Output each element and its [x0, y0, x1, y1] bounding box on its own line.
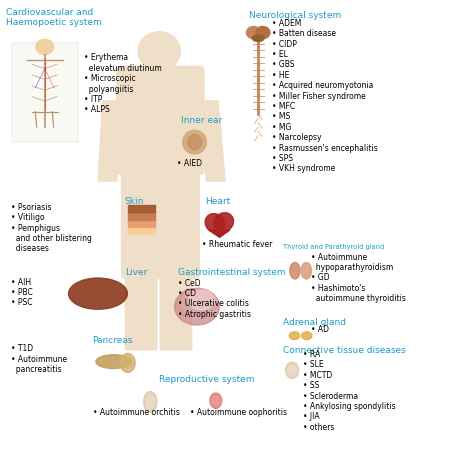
- Text: Adrenal gland: Adrenal gland: [283, 318, 346, 327]
- Ellipse shape: [138, 32, 181, 71]
- Ellipse shape: [301, 262, 311, 279]
- Text: Liver: Liver: [125, 268, 147, 277]
- Text: • Rheumatic fever: • Rheumatic fever: [201, 240, 272, 249]
- Ellipse shape: [246, 27, 261, 39]
- Ellipse shape: [36, 39, 54, 54]
- Ellipse shape: [174, 288, 219, 325]
- FancyBboxPatch shape: [125, 266, 157, 350]
- Ellipse shape: [212, 396, 219, 405]
- Ellipse shape: [289, 332, 300, 340]
- Ellipse shape: [285, 362, 299, 378]
- FancyBboxPatch shape: [12, 42, 78, 142]
- Ellipse shape: [288, 365, 296, 375]
- FancyBboxPatch shape: [121, 157, 199, 279]
- Ellipse shape: [183, 130, 206, 154]
- Text: Inner ear: Inner ear: [182, 116, 223, 125]
- Ellipse shape: [146, 395, 155, 409]
- Polygon shape: [209, 230, 230, 237]
- Ellipse shape: [188, 135, 201, 150]
- Text: • ADEM
• Batten disease
• CIDP
• EL
• GBS
• HE
• Acquired neuromyotonia
• Miller: • ADEM • Batten disease • CIDP • EL • GB…: [273, 19, 378, 173]
- FancyBboxPatch shape: [128, 205, 155, 234]
- Ellipse shape: [256, 27, 270, 39]
- Polygon shape: [98, 101, 121, 181]
- Text: • T1D
• Autoimmune
  pancreatitis: • T1D • Autoimmune pancreatitis: [11, 344, 67, 374]
- Text: • Autoimmune orchitis: • Autoimmune orchitis: [93, 408, 180, 417]
- Ellipse shape: [210, 393, 222, 408]
- Text: • Erythema
  elevatum diutinum
• Microscopic
  polyangiitis
• ITP
• ALPS: • Erythema elevatum diutinum • Microscop…: [84, 54, 162, 114]
- Ellipse shape: [205, 214, 225, 233]
- Text: Connective tissue diseases: Connective tissue diseases: [283, 346, 406, 355]
- Ellipse shape: [214, 213, 234, 232]
- Text: • Autoimmune oophoritis: • Autoimmune oophoritis: [190, 408, 287, 417]
- Text: Skin: Skin: [125, 197, 144, 206]
- Text: • CeD
• CD
• Ulcerative colitis
• Atrophic gastritis: • CeD • CD • Ulcerative colitis • Atroph…: [178, 279, 251, 319]
- Text: Thyroid and Parathyroid gland: Thyroid and Parathyroid gland: [283, 244, 384, 250]
- Ellipse shape: [290, 262, 300, 279]
- Ellipse shape: [252, 35, 264, 41]
- Text: Reproductive system: Reproductive system: [159, 375, 255, 384]
- Text: Cardiovascular and
Haemopoetic system: Cardiovascular and Haemopoetic system: [6, 8, 102, 27]
- Text: Gastrointestinal system: Gastrointestinal system: [178, 268, 286, 277]
- Text: • AIH
• PBC
• PSC: • AIH • PBC • PSC: [11, 278, 33, 307]
- Text: • Psoriasis
• Vitiligo
• Pemphigus
  and other blistering
  diseases: • Psoriasis • Vitiligo • Pemphigus and o…: [11, 203, 91, 253]
- Text: • RA
• SLE
• MCTD
• SS
• Scleroderma
• Ankylosing spondylitis
• JIA
• others: • RA • SLE • MCTD • SS • Scleroderma • A…: [303, 350, 396, 432]
- Text: Neurological system: Neurological system: [249, 11, 341, 20]
- Ellipse shape: [120, 353, 135, 373]
- FancyBboxPatch shape: [160, 266, 192, 350]
- Text: • Autoimmune
  hypoparathyroidism
• GD
• Hashimoto's
  autoimmune thyroiditis: • Autoimmune hypoparathyroidism • GD • H…: [311, 252, 406, 303]
- Ellipse shape: [189, 290, 215, 310]
- Polygon shape: [199, 101, 225, 181]
- FancyBboxPatch shape: [151, 57, 167, 74]
- Ellipse shape: [144, 392, 157, 412]
- Ellipse shape: [69, 278, 128, 309]
- Text: Heart: Heart: [205, 197, 231, 206]
- Ellipse shape: [182, 289, 217, 317]
- Text: • AD: • AD: [311, 325, 329, 334]
- Ellipse shape: [96, 355, 131, 369]
- FancyBboxPatch shape: [117, 66, 204, 175]
- Ellipse shape: [301, 332, 312, 340]
- Text: • AIED: • AIED: [177, 159, 201, 168]
- Text: Pancreas: Pancreas: [92, 336, 132, 345]
